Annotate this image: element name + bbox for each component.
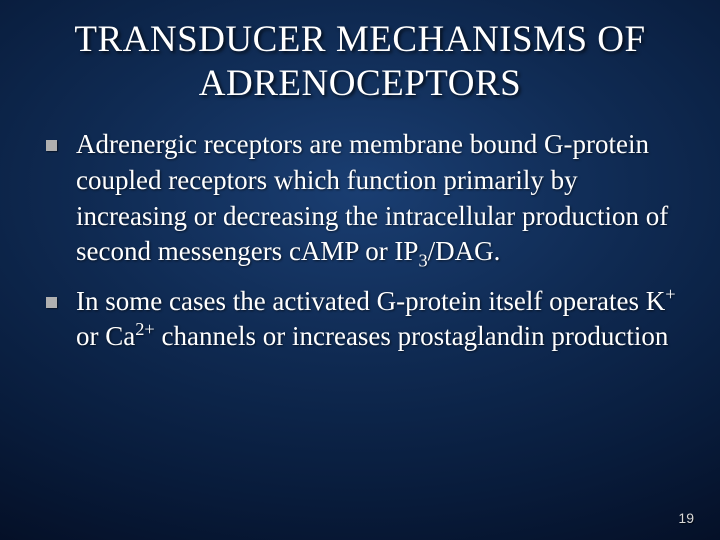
slide-container: TRANSDUCER MECHANISMS OF ADRENOCEPTORS A… (0, 0, 720, 540)
bullet-item: In some cases the activated G-protein it… (42, 284, 684, 355)
page-number: 19 (678, 510, 694, 526)
slide-title: TRANSDUCER MECHANISMS OF ADRENOCEPTORS (36, 18, 684, 105)
bullet-item: Adrenergic receptors are membrane bound … (42, 127, 684, 270)
bullet-list: Adrenergic receptors are membrane bound … (36, 127, 684, 355)
